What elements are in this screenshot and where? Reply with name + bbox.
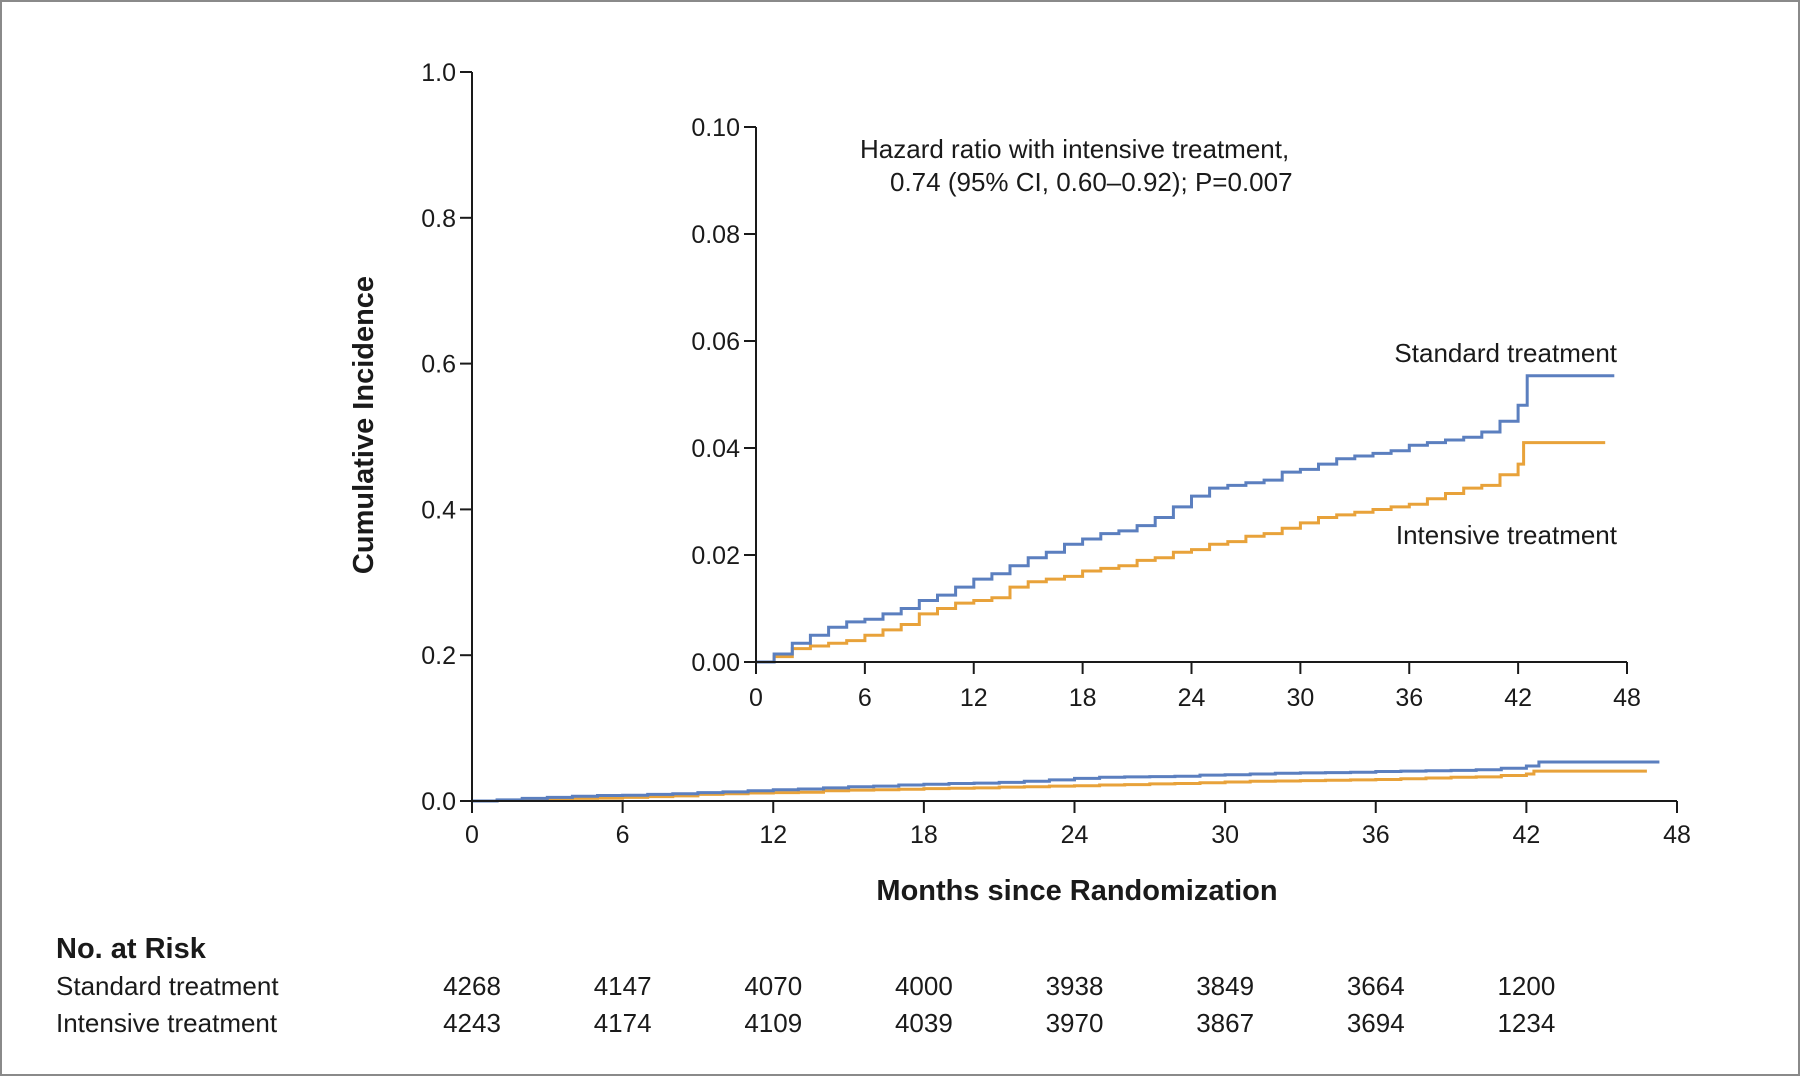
inset-standard-curve <box>756 374 1615 664</box>
risk-value: 3938 <box>1046 971 1104 1001</box>
inset-x-tick-label: 48 <box>1613 684 1641 712</box>
risk-value: 4268 <box>443 971 501 1001</box>
intensive-treatment-label: Intensive treatment <box>1396 520 1618 550</box>
risk-value: 4243 <box>443 1008 501 1038</box>
risk-table-heading: No. at Risk <box>56 933 207 965</box>
main-curves <box>472 760 1660 803</box>
main-y-tick-label: 0.8 <box>421 205 456 233</box>
inset-plot: 0.00 0.02 0.04 0.06 0.08 0.10 0 6 12 18 24 30 36 42 48… <box>691 114 1641 712</box>
inset-x-tick-label: 18 <box>1069 684 1097 712</box>
inset-x-tick-label: 6 <box>858 684 872 712</box>
inset-intensive-curve <box>756 441 1606 664</box>
risk-value: 1234 <box>1497 1008 1555 1038</box>
main-x-tick-label: 48 <box>1663 821 1691 849</box>
standard-treatment-label: Standard treatment <box>1394 338 1617 368</box>
main-y-tick-label: 0.0 <box>421 788 456 816</box>
main-x-tick-label: 12 <box>759 821 787 849</box>
y-axis-title: Cumulative Incidence <box>348 276 380 574</box>
main-x-tick-label: 6 <box>616 821 630 849</box>
inset-y-tick-label: 0.04 <box>691 435 740 463</box>
main-intensive-curve <box>472 769 1647 803</box>
risk-value: 4174 <box>594 1008 652 1038</box>
inset-x-tick-label: 12 <box>960 684 988 712</box>
inset-x-tick-label: 36 <box>1395 684 1423 712</box>
risk-value: 3849 <box>1196 971 1254 1001</box>
inset-y-tick-label: 0.00 <box>691 649 740 677</box>
inset-curves <box>756 374 1615 664</box>
risk-value: 4109 <box>744 1008 802 1038</box>
main-y-tick-label: 1.0 <box>421 59 456 87</box>
risk-values: 4268 4147 4070 4000 3938 3849 3664 1200 4243 4174… <box>443 971 1555 1038</box>
risk-value: 1200 <box>1497 971 1555 1001</box>
inset-axes: 0.00 0.02 0.04 0.06 0.08 0.10 0 6 12 18 24 30 36 42 48 <box>691 114 1641 712</box>
risk-row-label-standard: Standard treatment <box>56 971 279 1001</box>
risk-value: 3694 <box>1347 1008 1405 1038</box>
main-y-tick-label: 0.6 <box>421 351 456 379</box>
main-x-tick-label: 0 <box>465 821 479 849</box>
main-x-tick-label: 24 <box>1061 821 1089 849</box>
inset-x-tick-label: 42 <box>1504 684 1532 712</box>
risk-value: 4039 <box>895 1008 953 1038</box>
risk-value: 3970 <box>1046 1008 1104 1038</box>
inset-x-tick-label: 24 <box>1178 684 1206 712</box>
main-x-tick-label: 18 <box>910 821 938 849</box>
main-standard-curve <box>472 760 1660 803</box>
risk-row-label-intensive: Intensive treatment <box>56 1008 278 1038</box>
main-x-tick-label: 36 <box>1362 821 1390 849</box>
main-x-tick-label: 42 <box>1512 821 1540 849</box>
main-axes: 0.0 0.2 0.4 0.6 0.8 1.0 0 6 12 18 24 30 36 42 48 <box>421 59 1691 849</box>
risk-value: 4070 <box>744 971 802 1001</box>
risk-value: 3664 <box>1347 971 1405 1001</box>
risk-value: 4147 <box>594 971 652 1001</box>
main-y-tick-label: 0.4 <box>421 496 456 524</box>
inset-x-tick-label: 30 <box>1286 684 1314 712</box>
risk-value: 3867 <box>1196 1008 1254 1038</box>
x-axis-title: Months since Randomization <box>876 875 1277 907</box>
inset-y-tick-label: 0.10 <box>691 114 740 142</box>
main-plot: 0.0 0.2 0.4 0.6 0.8 1.0 0 6 12 18 24 30 36 42 48 Cumul… <box>348 59 1691 907</box>
risk-table: No. at Risk Standard treatment Intensive… <box>56 933 1555 1038</box>
inset-x-tick-label: 0 <box>749 684 763 712</box>
risk-value: 4000 <box>895 971 953 1001</box>
main-x-tick-label: 30 <box>1211 821 1239 849</box>
main-y-tick-label: 0.2 <box>421 642 456 670</box>
inset-y-tick-label: 0.06 <box>691 328 740 356</box>
hazard-ratio-line-2: 0.74 (95% CI, 0.60–0.92); P=0.007 <box>890 167 1293 197</box>
inset-y-tick-label: 0.08 <box>691 221 740 249</box>
inset-y-tick-label: 0.02 <box>691 542 740 570</box>
hazard-ratio-line-1: Hazard ratio with intensive treatment, <box>860 134 1289 164</box>
